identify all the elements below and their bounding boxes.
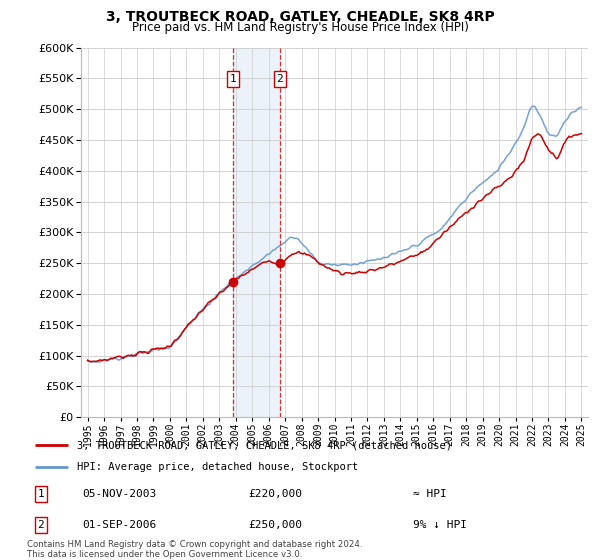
Text: Contains HM Land Registry data © Crown copyright and database right 2024.: Contains HM Land Registry data © Crown c…: [27, 540, 362, 549]
Text: This data is licensed under the Open Government Licence v3.0.: This data is licensed under the Open Gov…: [27, 550, 302, 559]
Text: 3, TROUTBECK ROAD, GATLEY, CHEADLE, SK8 4RP: 3, TROUTBECK ROAD, GATLEY, CHEADLE, SK8 …: [106, 10, 494, 24]
Text: Price paid vs. HM Land Registry's House Price Index (HPI): Price paid vs. HM Land Registry's House …: [131, 21, 469, 34]
Text: ≈ HPI: ≈ HPI: [413, 489, 447, 499]
Text: £220,000: £220,000: [248, 489, 302, 499]
Text: 2: 2: [37, 520, 44, 530]
Text: 1: 1: [37, 489, 44, 499]
Text: 9% ↓ HPI: 9% ↓ HPI: [413, 520, 467, 530]
Bar: [233, 48, 280, 417]
Text: 05-NOV-2003: 05-NOV-2003: [82, 489, 157, 499]
Text: 1: 1: [230, 74, 236, 84]
Text: 01-SEP-2006: 01-SEP-2006: [82, 520, 157, 530]
Text: HPI: Average price, detached house, Stockport: HPI: Average price, detached house, Stoc…: [77, 462, 358, 472]
Text: 2: 2: [277, 74, 283, 84]
Text: 3, TROUTBECK ROAD, GATLEY, CHEADLE, SK8 4RP (detached house): 3, TROUTBECK ROAD, GATLEY, CHEADLE, SK8 …: [77, 440, 452, 450]
Text: £250,000: £250,000: [248, 520, 302, 530]
